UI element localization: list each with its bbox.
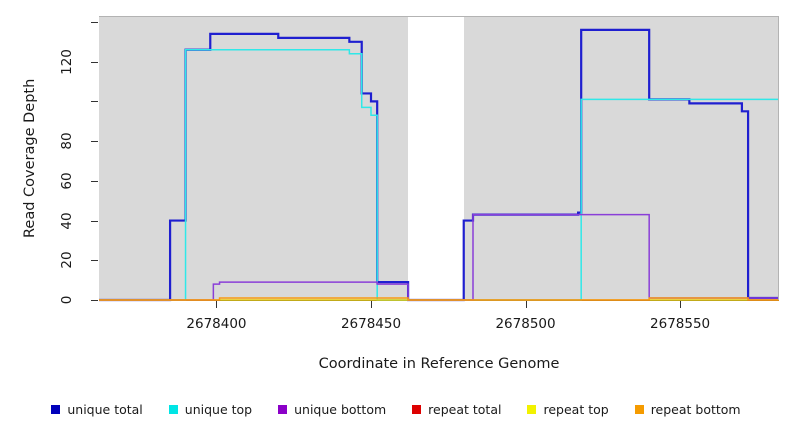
legend-swatch-icon (412, 404, 422, 414)
legend-label: unique bottom (294, 401, 387, 417)
y-axis-title: Read Coverage Depth (22, 78, 38, 238)
legend-label: repeat top (543, 401, 609, 417)
plot-area (99, 16, 779, 300)
y-tick-mark (91, 61, 98, 63)
y-tick-label: 60 (59, 172, 75, 190)
y-tick-mark (91, 260, 98, 262)
legend-label: repeat bottom (650, 401, 741, 417)
x-tick-mark (371, 301, 372, 308)
y-tick-mark (91, 21, 98, 23)
shaded-band (99, 16, 409, 300)
x-tick-label: 2678450 (340, 316, 402, 332)
legend-item[interactable]: repeat bottom (634, 401, 741, 417)
x-tick-mark (680, 301, 682, 308)
shaded-band (463, 16, 779, 300)
legend-swatch-icon (168, 404, 178, 414)
legend-swatch-icon (51, 404, 61, 414)
chart-legend: unique total unique top unique bottom repea… (0, 398, 792, 420)
series-lines (99, 16, 779, 300)
y-tick-mark (91, 300, 98, 301)
x-tick-mark (216, 301, 218, 308)
x-tick-mark (525, 301, 527, 308)
legend-item[interactable]: repeat top (527, 401, 609, 417)
x-tick-label: 2678500 (495, 316, 556, 332)
y-tick-mark (91, 220, 98, 222)
y-tick-label: 0 (59, 295, 75, 305)
legend-swatch-icon (278, 404, 288, 414)
legend-swatch-icon (527, 404, 537, 414)
y-tick-label: 120 (59, 48, 75, 75)
y-tick-label: 40 (59, 211, 75, 230)
legend-label: unique total (67, 401, 143, 417)
legend-item[interactable]: repeat total (412, 402, 501, 417)
series-line (99, 30, 779, 300)
legend-item[interactable]: unique total (51, 401, 143, 417)
y-tick-label: 20 (59, 251, 75, 269)
legend-label: unique top (184, 401, 253, 417)
legend-label: repeat total (428, 401, 502, 417)
y-tick-mark (91, 180, 98, 182)
legend-swatch-icon (634, 404, 644, 414)
series-line (99, 50, 779, 300)
series-line (99, 215, 779, 300)
y-tick-mark (91, 141, 98, 143)
y-tick-mark (91, 101, 98, 103)
x-axis-title: Coordinate in Reference Genome (318, 356, 560, 372)
series-line (99, 298, 779, 300)
legend-item[interactable]: unique bottom (278, 402, 386, 417)
x-tick-label: 2678550 (650, 316, 711, 332)
legend-item[interactable]: unique top (168, 401, 253, 417)
x-tick-label: 2678400 (186, 316, 247, 332)
y-tick-label: 80 (59, 132, 75, 150)
